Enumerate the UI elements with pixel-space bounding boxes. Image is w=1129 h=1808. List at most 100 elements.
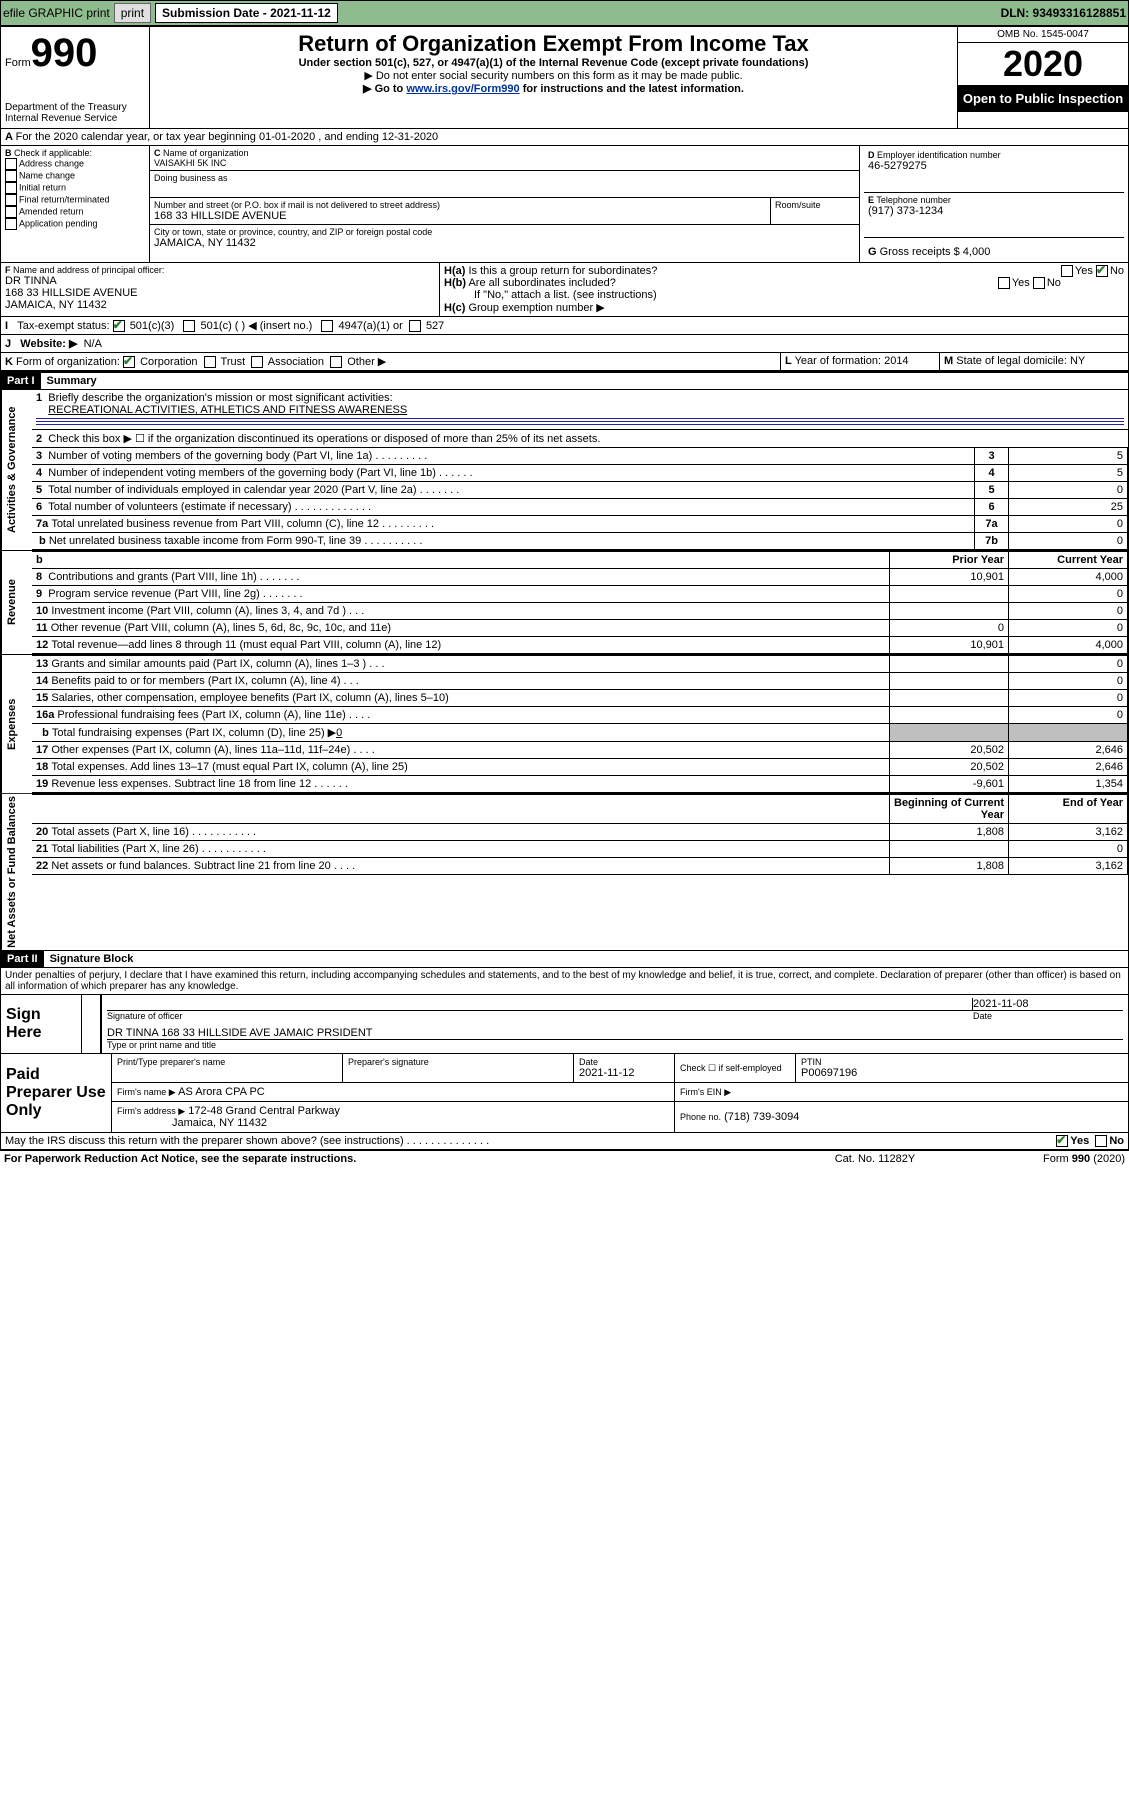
summary-exp: Expenses 13 Grants and similar amounts p… (0, 655, 1129, 794)
summary-ag: Activities & Governance 1 Briefly descri… (0, 390, 1129, 551)
section-bcdeg: B Check if applicable: Address change Na… (0, 146, 1129, 263)
subtitle-2: ▶ Do not enter social security numbers o… (154, 69, 953, 82)
year-formation: 2014 (884, 355, 908, 367)
form-header: Form990 Department of the Treasury Inter… (0, 26, 1129, 129)
v4: 5 (1009, 465, 1128, 482)
section-klm: K Form of organization: Corporation Trus… (0, 353, 1129, 371)
hc-label: Group exemption number ▶ (468, 302, 604, 314)
efile-topbar: efile GRAPHIC print print Submission Dat… (0, 0, 1129, 26)
e-label: Telephone number (876, 195, 951, 205)
declaration: Under penalties of perjury, I declare th… (0, 968, 1129, 995)
ha-yes[interactable] (1061, 265, 1073, 277)
cat-no: Cat. No. 11282Y (775, 1153, 975, 1165)
line-a: A For the 2020 calendar year, or tax yea… (0, 129, 1129, 146)
discuss-no[interactable] (1095, 1135, 1107, 1147)
street-label: Number and street (or P.O. box if mail i… (154, 200, 766, 210)
irs-link[interactable]: www.irs.gov/Form990 (406, 83, 519, 95)
side-na: Net Assets or Fund Balances (1, 794, 32, 950)
dept-treasury: Department of the Treasury (5, 102, 145, 113)
sign-block: Sign Here 2021-11-08 Signature of office… (0, 995, 1129, 1054)
subtitle-3: ▶ Go to www.irs.gov/Form990 for instruct… (154, 82, 953, 95)
firm-addr2: Jamaica, NY 11432 (172, 1117, 267, 1129)
open-inspection: Open to Public Inspection (958, 85, 1128, 112)
ha-no[interactable] (1096, 265, 1108, 277)
b-header: Check if applicable: (14, 148, 92, 158)
cb-assoc[interactable] (251, 356, 263, 368)
efile-label: efile GRAPHIC print (3, 6, 110, 20)
side-rev: Revenue (1, 551, 32, 654)
street-value: 168 33 HILLSIDE AVENUE (154, 210, 766, 222)
summary-na: Net Assets or Fund Balances Beginning of… (0, 794, 1129, 951)
officer-addr2: JAMAICA, NY 11432 (5, 299, 435, 311)
mission: RECREATIONAL ACTIVITIES, ATHLETICS AND F… (48, 404, 407, 416)
city-label: City or town, state or province, country… (154, 227, 855, 237)
paid-title: Paid Preparer Use Only (1, 1054, 112, 1133)
g-label: Gross receipts $ (880, 246, 960, 258)
hb-note: If "No," attach a list. (see instruction… (444, 289, 1124, 301)
cb-trust[interactable] (204, 356, 216, 368)
print-button[interactable]: print (114, 3, 151, 23)
cb-4947[interactable] (321, 320, 333, 332)
state-domicile: NY (1070, 355, 1085, 367)
cb-other[interactable] (330, 356, 342, 368)
officer-typed: DR TINNA 168 33 HILLSIDE AVE JAMAIC PRSI… (107, 1027, 1123, 1040)
ha-label: Is this a group return for subordinates? (468, 265, 657, 277)
website-value: N/A (84, 338, 102, 350)
line-j: J Website: ▶ N/A (0, 335, 1129, 353)
officer-addr1: 168 33 HILLSIDE AVENUE (5, 287, 435, 299)
hb-yes[interactable] (998, 277, 1010, 289)
form-word: Form (5, 57, 31, 69)
firm-addr1: 172-48 Grand Central Parkway (188, 1105, 340, 1117)
form-title: Return of Organization Exempt From Incom… (154, 31, 953, 57)
v7b: 0 (1009, 533, 1128, 550)
officer-name: DR TINNA (5, 275, 435, 287)
checkbox-amended[interactable] (5, 206, 17, 218)
firm-name: AS Arora CPA PC (178, 1086, 265, 1098)
checkbox-app-pending[interactable] (5, 218, 17, 230)
tax-year: 2020 (958, 43, 1128, 85)
phone-value: (917) 373-1234 (868, 205, 1120, 217)
ptin: P00697196 (801, 1067, 857, 1079)
checkbox-initial-return[interactable] (5, 182, 17, 194)
c-name-label: Name of organization (163, 148, 249, 158)
side-exp: Expenses (1, 655, 32, 793)
cb-527[interactable] (409, 320, 421, 332)
v7a: 0 (1009, 516, 1128, 533)
discuss-row: May the IRS discuss this return with the… (0, 1133, 1129, 1150)
form-number: 990 (31, 31, 98, 75)
city-value: JAMAICA, NY 11432 (154, 237, 855, 249)
checkbox-address-change[interactable] (5, 158, 17, 170)
org-name: VAISAKHI 5K INC (154, 158, 855, 168)
cb-corp[interactable] (123, 356, 135, 368)
form-footer: Form 990 (2020) (975, 1153, 1125, 1165)
summary-rev: Revenue bPrior YearCurrent Year 8 Contri… (0, 551, 1129, 655)
line-i: I Tax-exempt status: 501(c)(3) 501(c) ( … (0, 317, 1129, 335)
self-emp: Check ☐ if self-employed (680, 1063, 790, 1074)
hb-no[interactable] (1033, 277, 1045, 289)
prep-date: 2021-11-12 (579, 1067, 634, 1079)
checkbox-name-change[interactable] (5, 170, 17, 182)
section-fh: F Name and address of principal officer:… (0, 263, 1129, 317)
subtitle-1: Under section 501(c), 527, or 4947(a)(1)… (154, 57, 953, 69)
paid-preparer-block: Paid Preparer Use Only Print/Type prepar… (0, 1054, 1129, 1133)
discuss-yes[interactable] (1056, 1135, 1068, 1147)
cb-501c[interactable] (183, 320, 195, 332)
part1-header: Part ISummary (0, 371, 1129, 390)
firm-phone: (718) 739-3094 (724, 1111, 799, 1123)
cb-501c3[interactable] (113, 320, 125, 332)
v3: 5 (1009, 448, 1128, 465)
v6: 25 (1009, 499, 1128, 516)
hb-label: Are all subordinates included? (468, 277, 615, 289)
ein-value: 46-5279275 (868, 160, 1120, 172)
dln: DLN: 93493316128851 (1001, 6, 1126, 20)
checkbox-final-return[interactable] (5, 194, 17, 206)
dba-label: Doing business as (154, 173, 855, 183)
irs-label: Internal Revenue Service (5, 113, 145, 124)
page-footer: For Paperwork Reduction Act Notice, see … (0, 1150, 1129, 1167)
gross-receipts: 4,000 (963, 246, 991, 258)
sign-here: Sign Here (1, 995, 82, 1054)
part2-header: Part IISignature Block (0, 951, 1129, 968)
v5: 0 (1009, 482, 1128, 499)
d-label: Employer identification number (877, 150, 1001, 160)
room-suite: Room/suite (771, 198, 859, 224)
